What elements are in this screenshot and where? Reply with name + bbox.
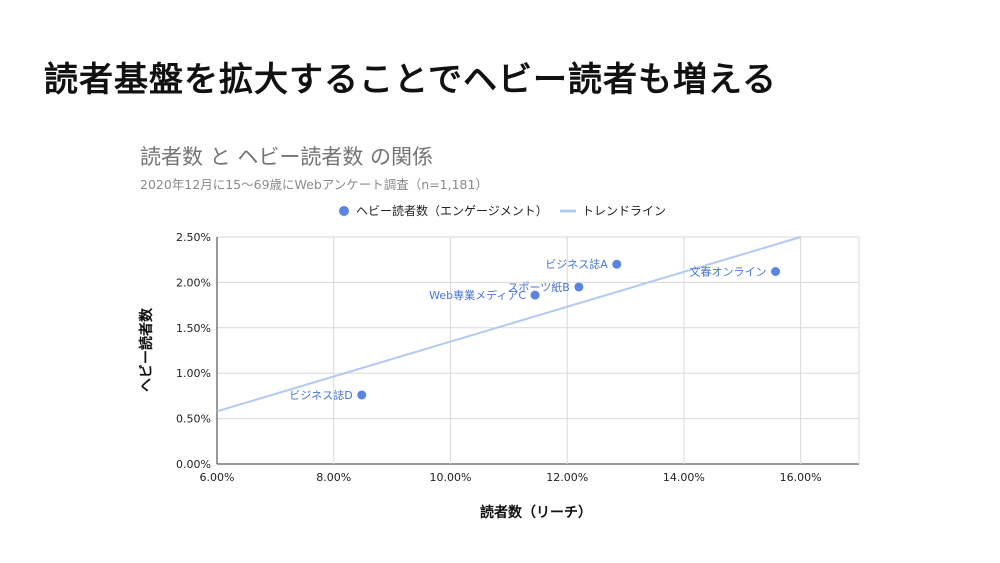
- trendline: [216, 236, 801, 413]
- data-point-label: スポーツ紙B: [508, 280, 570, 294]
- x-tick-label: 14.00%: [663, 471, 705, 484]
- y-tick-label: 1.00%: [176, 367, 211, 380]
- data-point-label: Web専業メディアC: [429, 288, 526, 302]
- legend: ヘビー読者数（エンゲージメント） トレンドライン: [339, 203, 666, 218]
- data-point-label: ビジネス誌D: [289, 388, 352, 402]
- y-tick-label: 0.50%: [176, 413, 211, 426]
- x-axis-title: 読者数（リーチ）: [480, 504, 592, 521]
- data-point-label: 文春オンライン: [690, 265, 767, 279]
- y-tick-label: 1.50%: [176, 322, 211, 335]
- data-point: [530, 290, 540, 300]
- data-point: [357, 390, 367, 400]
- x-tick-label: 10.00%: [429, 471, 471, 484]
- y-tick-label: 0.00%: [176, 458, 211, 471]
- x-tick-label: 12.00%: [546, 471, 588, 484]
- data-point-label: ビジネス誌A: [545, 257, 608, 271]
- data-point: [574, 282, 584, 292]
- x-tick-label: 6.00%: [200, 471, 235, 484]
- x-tick-label: 8.00%: [316, 471, 351, 484]
- y-axis-title: ヘビー読者数: [138, 307, 155, 392]
- legend-label-series: ヘビー読者数（エンゲージメント）: [356, 203, 548, 218]
- x-tick-label: 16.00%: [780, 471, 822, 484]
- trendline-group: [216, 236, 801, 413]
- legend-label-trendline: トレンドライン: [582, 204, 666, 218]
- y-axis-ticks: 0.00% 0.50% 1.00% 1.50% 2.00% 2.50%: [176, 231, 211, 471]
- chart-title: 読者数 と ヘビー読者数 の関係: [140, 145, 433, 169]
- chart-subtitle: 2020年12月に15〜69歳にWebアンケート調査（n=1,181）: [140, 177, 488, 192]
- y-tick-label: 2.50%: [176, 231, 211, 244]
- x-axis-ticks: 6.00% 8.00% 10.00% 12.00% 14.00% 16.00%: [200, 471, 822, 484]
- legend-dot-icon: [339, 206, 349, 216]
- grid: [216, 236, 860, 465]
- data-point: [612, 259, 622, 269]
- y-tick-label: 2.00%: [176, 276, 211, 289]
- data-point: [771, 267, 781, 277]
- slide-title: 読者基盤を拡大することでヘビー読者も増える: [44, 60, 777, 100]
